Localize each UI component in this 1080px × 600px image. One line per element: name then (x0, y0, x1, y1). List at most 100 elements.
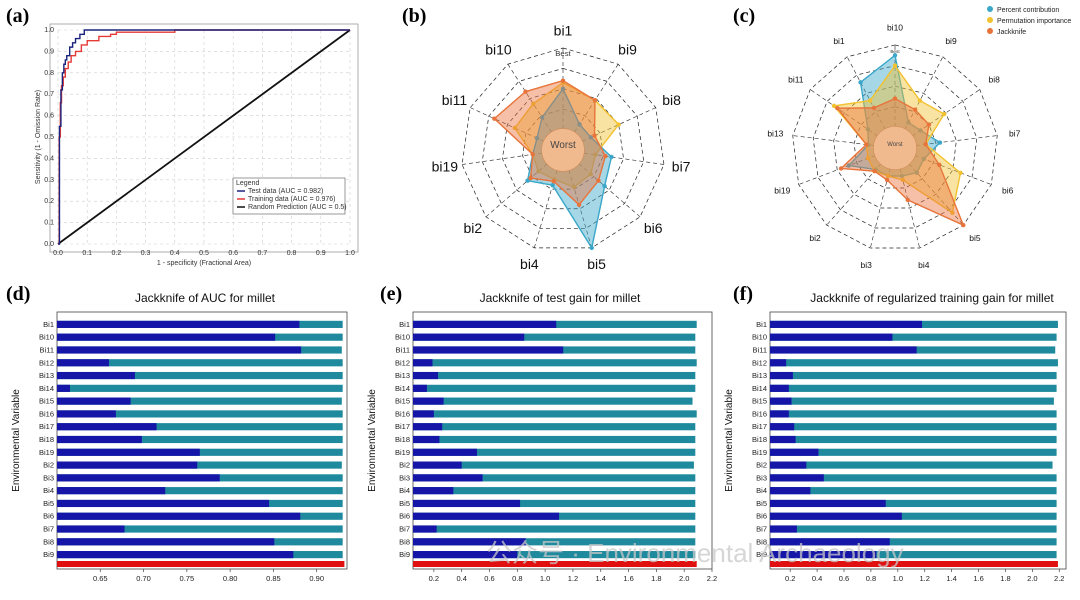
radar-point (550, 183, 555, 188)
category-label: Bi18 (39, 435, 54, 444)
radar-point (884, 177, 890, 183)
radar-point (918, 128, 923, 133)
bar-without-variable (413, 397, 693, 405)
category-label: Bi15 (39, 397, 54, 406)
category-label: Bi18 (752, 435, 767, 444)
radar-ring (833, 85, 957, 209)
x-tick-label: 1.0 (540, 574, 550, 583)
bar-only-variable (770, 448, 819, 456)
bar-without-variable (57, 371, 343, 380)
x-tick-label: 0.8 (287, 250, 297, 257)
category-label: Bi11 (753, 345, 767, 354)
bar-only-variable (413, 512, 560, 520)
radar-point (846, 163, 851, 168)
bar-without-variable (413, 461, 694, 469)
radar-axis-label: bi9 (945, 36, 957, 46)
bar-without-variable (770, 551, 1057, 559)
radar-point (588, 135, 594, 140)
bar-without-variable (770, 525, 1057, 533)
radar-point (536, 169, 541, 174)
bar-without-variable (57, 423, 343, 431)
bar-only-variable (413, 538, 526, 546)
category-label: Bi2 (43, 461, 54, 470)
radar-axis-label: bi3 (860, 260, 872, 270)
y-tick-label: 0.8 (44, 70, 54, 77)
bar-only-variable (770, 397, 792, 405)
radar-axis-label: bi1 (554, 22, 573, 38)
category-label: Bi12 (395, 358, 410, 367)
radar-point (560, 86, 566, 92)
bar-only-variable (770, 384, 789, 392)
bar-without-variable (770, 423, 1057, 431)
radar-point (525, 178, 530, 183)
watermark-text: 公众号 · Environmental Archaeology (486, 538, 904, 568)
radar-axis-label: bi19 (774, 186, 790, 196)
bar-only-variable (770, 551, 877, 559)
bar-only-variable (770, 410, 789, 418)
bar-without-variable (413, 525, 696, 533)
category-label: Bi19 (395, 448, 410, 457)
panel-label: (b) (402, 5, 426, 27)
panel-label: (d) (6, 283, 30, 305)
radar-axis-label: bi10 (887, 22, 903, 32)
bar-without-variable (770, 538, 1057, 546)
radar-axis-label: bi11 (442, 92, 468, 108)
bar-only-variable (413, 423, 443, 431)
bar-only-variable (770, 320, 923, 328)
radar-point (603, 153, 608, 159)
radar-point (865, 156, 871, 161)
radar-point (560, 78, 566, 83)
panel-label: (e) (380, 283, 402, 305)
radar-axis-label: bi9 (618, 41, 637, 57)
radar-point (831, 103, 837, 109)
x-tick-label: 0.1 (82, 250, 92, 257)
bar-all-variables (770, 561, 1058, 567)
radar-chart-c: bi10 bi9 bi8 bi7 bi6 bi5 bi4 bi3 bi2 bi19 bi13 bi11… (767, 6, 1071, 270)
radar-axis-label: bi5 (587, 256, 606, 272)
x-tick-label: 0.90 (309, 574, 324, 583)
category-label: Bi12 (39, 358, 54, 367)
bar-only-variable (413, 461, 462, 469)
radar-core (541, 128, 585, 172)
y-axis-label: Environmental Variable (367, 389, 378, 492)
legend-entry: Permutation importance (997, 18, 1071, 25)
bar-only-variable (57, 512, 301, 520)
bar-only-variable (57, 461, 198, 469)
bar-only-variable (57, 448, 200, 456)
radar-point (872, 168, 877, 174)
category-label: Bi16 (395, 409, 410, 418)
category-label: Bi15 (752, 397, 767, 406)
x-tick-label: 1.2 (568, 574, 578, 583)
category-label: Bi15 (395, 397, 410, 406)
bar-only-variable (413, 435, 440, 444)
y-tick-label: 0.0 (44, 241, 54, 248)
category-label: Bi4 (756, 486, 767, 495)
bar-without-variable (770, 410, 1057, 418)
radar-point (937, 162, 942, 168)
x-tick-label: 1.4 (596, 574, 606, 583)
legend-entry: Jackknife (997, 29, 1026, 36)
category-label: Bi13 (752, 371, 767, 380)
legend-marker (987, 28, 993, 34)
bar-without-variable (413, 371, 696, 380)
category-label: Bi3 (399, 473, 410, 482)
radar-axis-label: bi7 (672, 159, 691, 175)
y-tick-label: 0.7 (44, 91, 54, 98)
bar-only-variable (57, 499, 270, 508)
radar-point (892, 96, 898, 101)
category-label: Bi19 (752, 448, 767, 457)
radar-axis-label: bi8 (662, 92, 681, 108)
y-axis-label: Environmental Variable (724, 389, 735, 492)
ring-label-best: Best (555, 49, 571, 58)
category-label: Bi13 (39, 371, 54, 380)
bar-only-variable (413, 487, 454, 495)
y-tick-label: 0.4 (44, 155, 54, 162)
bar-only-variable (770, 359, 787, 367)
panel-label: (c) (733, 5, 755, 27)
bar-without-variable (770, 512, 1057, 520)
radar-point (937, 140, 943, 145)
radar-point (914, 170, 920, 175)
bar-only-variable (413, 525, 437, 533)
radar-axis-label: bi2 (809, 233, 821, 243)
